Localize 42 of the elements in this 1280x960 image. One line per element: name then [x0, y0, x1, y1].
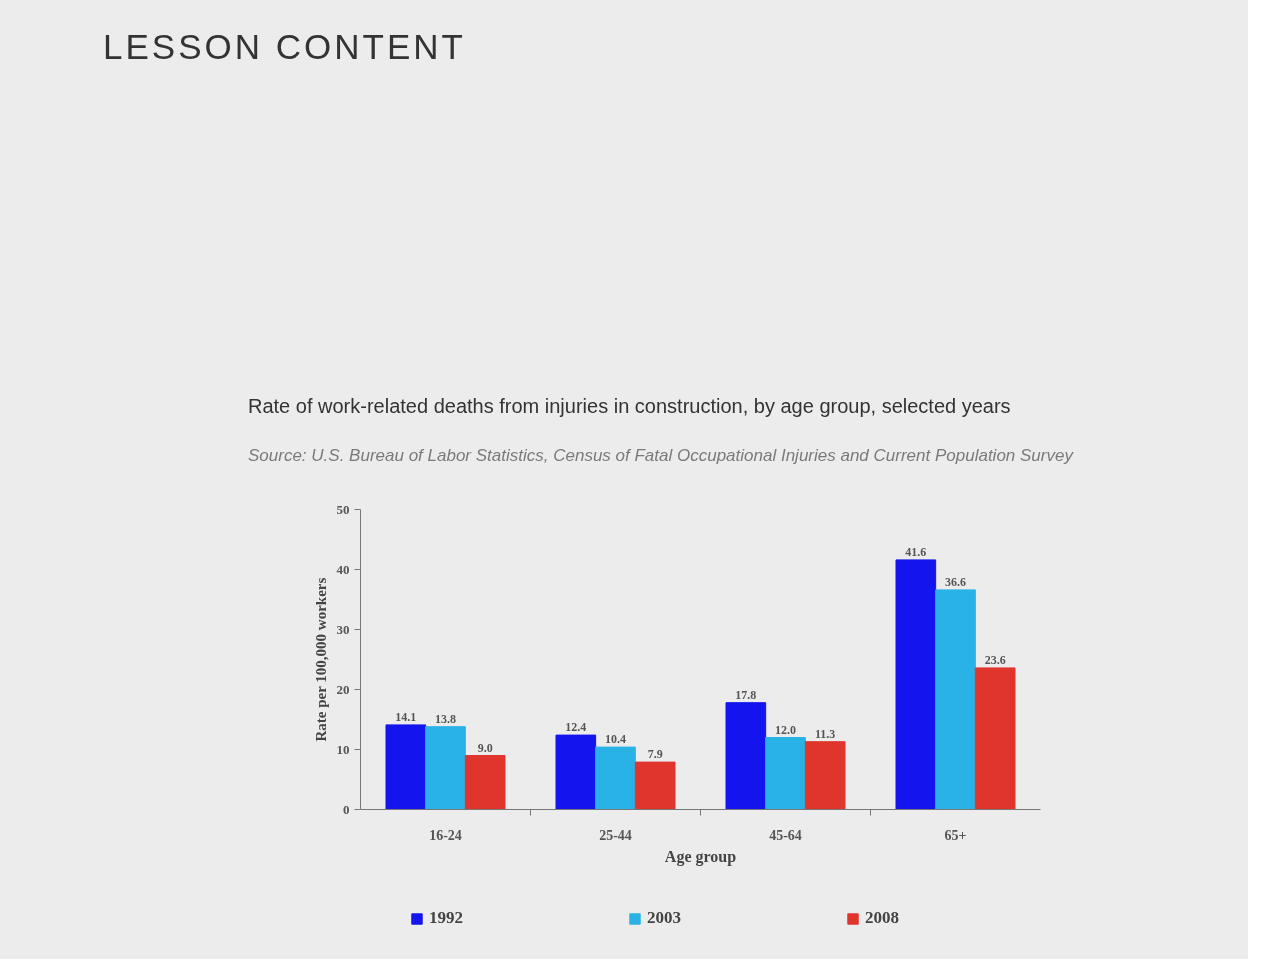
data-label: 10.4 — [605, 732, 626, 747]
bar — [804, 741, 846, 810]
data-label: 23.6 — [984, 652, 1006, 667]
y-tick-label: 10 — [336, 741, 350, 757]
bar — [935, 589, 976, 810]
chart-title: Rate of work-related deaths from injuries in construction, by age group, selected years — [248, 394, 1011, 419]
y-axis-title: Rate per 100,000 workers — [312, 577, 329, 742]
data-label: 13.8 — [435, 711, 456, 726]
bar — [464, 755, 506, 810]
x-tick-label: 45-64 — [769, 827, 802, 843]
y-tick-label: 20 — [336, 681, 350, 697]
bar — [555, 734, 597, 810]
source-note: Source: U.S. Bureau of Labor Statistics, Census of Fatal Occupational Injuries and Current Population Survey — [248, 445, 1073, 467]
data-label: 9.0 — [477, 740, 493, 755]
x-tick-label: 25-44 — [599, 827, 632, 843]
y-tick-label: 0 — [343, 801, 350, 817]
data-label: 12.0 — [775, 722, 796, 737]
bar — [765, 737, 806, 810]
bar — [974, 667, 1016, 810]
legend-label: 2008 — [865, 908, 899, 928]
x-tick-label: 16-24 — [429, 827, 462, 843]
bar — [425, 726, 466, 810]
data-label: 41.6 — [905, 544, 927, 559]
data-label: 14.1 — [395, 709, 417, 724]
data-label: 12.4 — [565, 720, 587, 735]
bar — [725, 702, 767, 810]
data-label: 11.3 — [815, 726, 836, 741]
legend-label: 1992 — [429, 908, 463, 928]
data-label: 36.6 — [945, 574, 966, 589]
data-label: 17.8 — [735, 687, 757, 702]
legend-label: 2003 — [647, 908, 681, 928]
y-tick-label: 40 — [336, 561, 350, 577]
bar — [595, 746, 636, 810]
bar — [634, 761, 676, 810]
y-tick-label: 30 — [336, 621, 350, 637]
data-label: 7.9 — [647, 747, 663, 762]
bar — [895, 559, 937, 810]
text: LESSON CONTENT — [103, 26, 466, 68]
y-tick-label: 50 — [336, 501, 350, 517]
x-axis-title: Age group — [664, 847, 737, 866]
bar — [385, 724, 427, 810]
x-tick-label: 65+ — [944, 827, 967, 843]
